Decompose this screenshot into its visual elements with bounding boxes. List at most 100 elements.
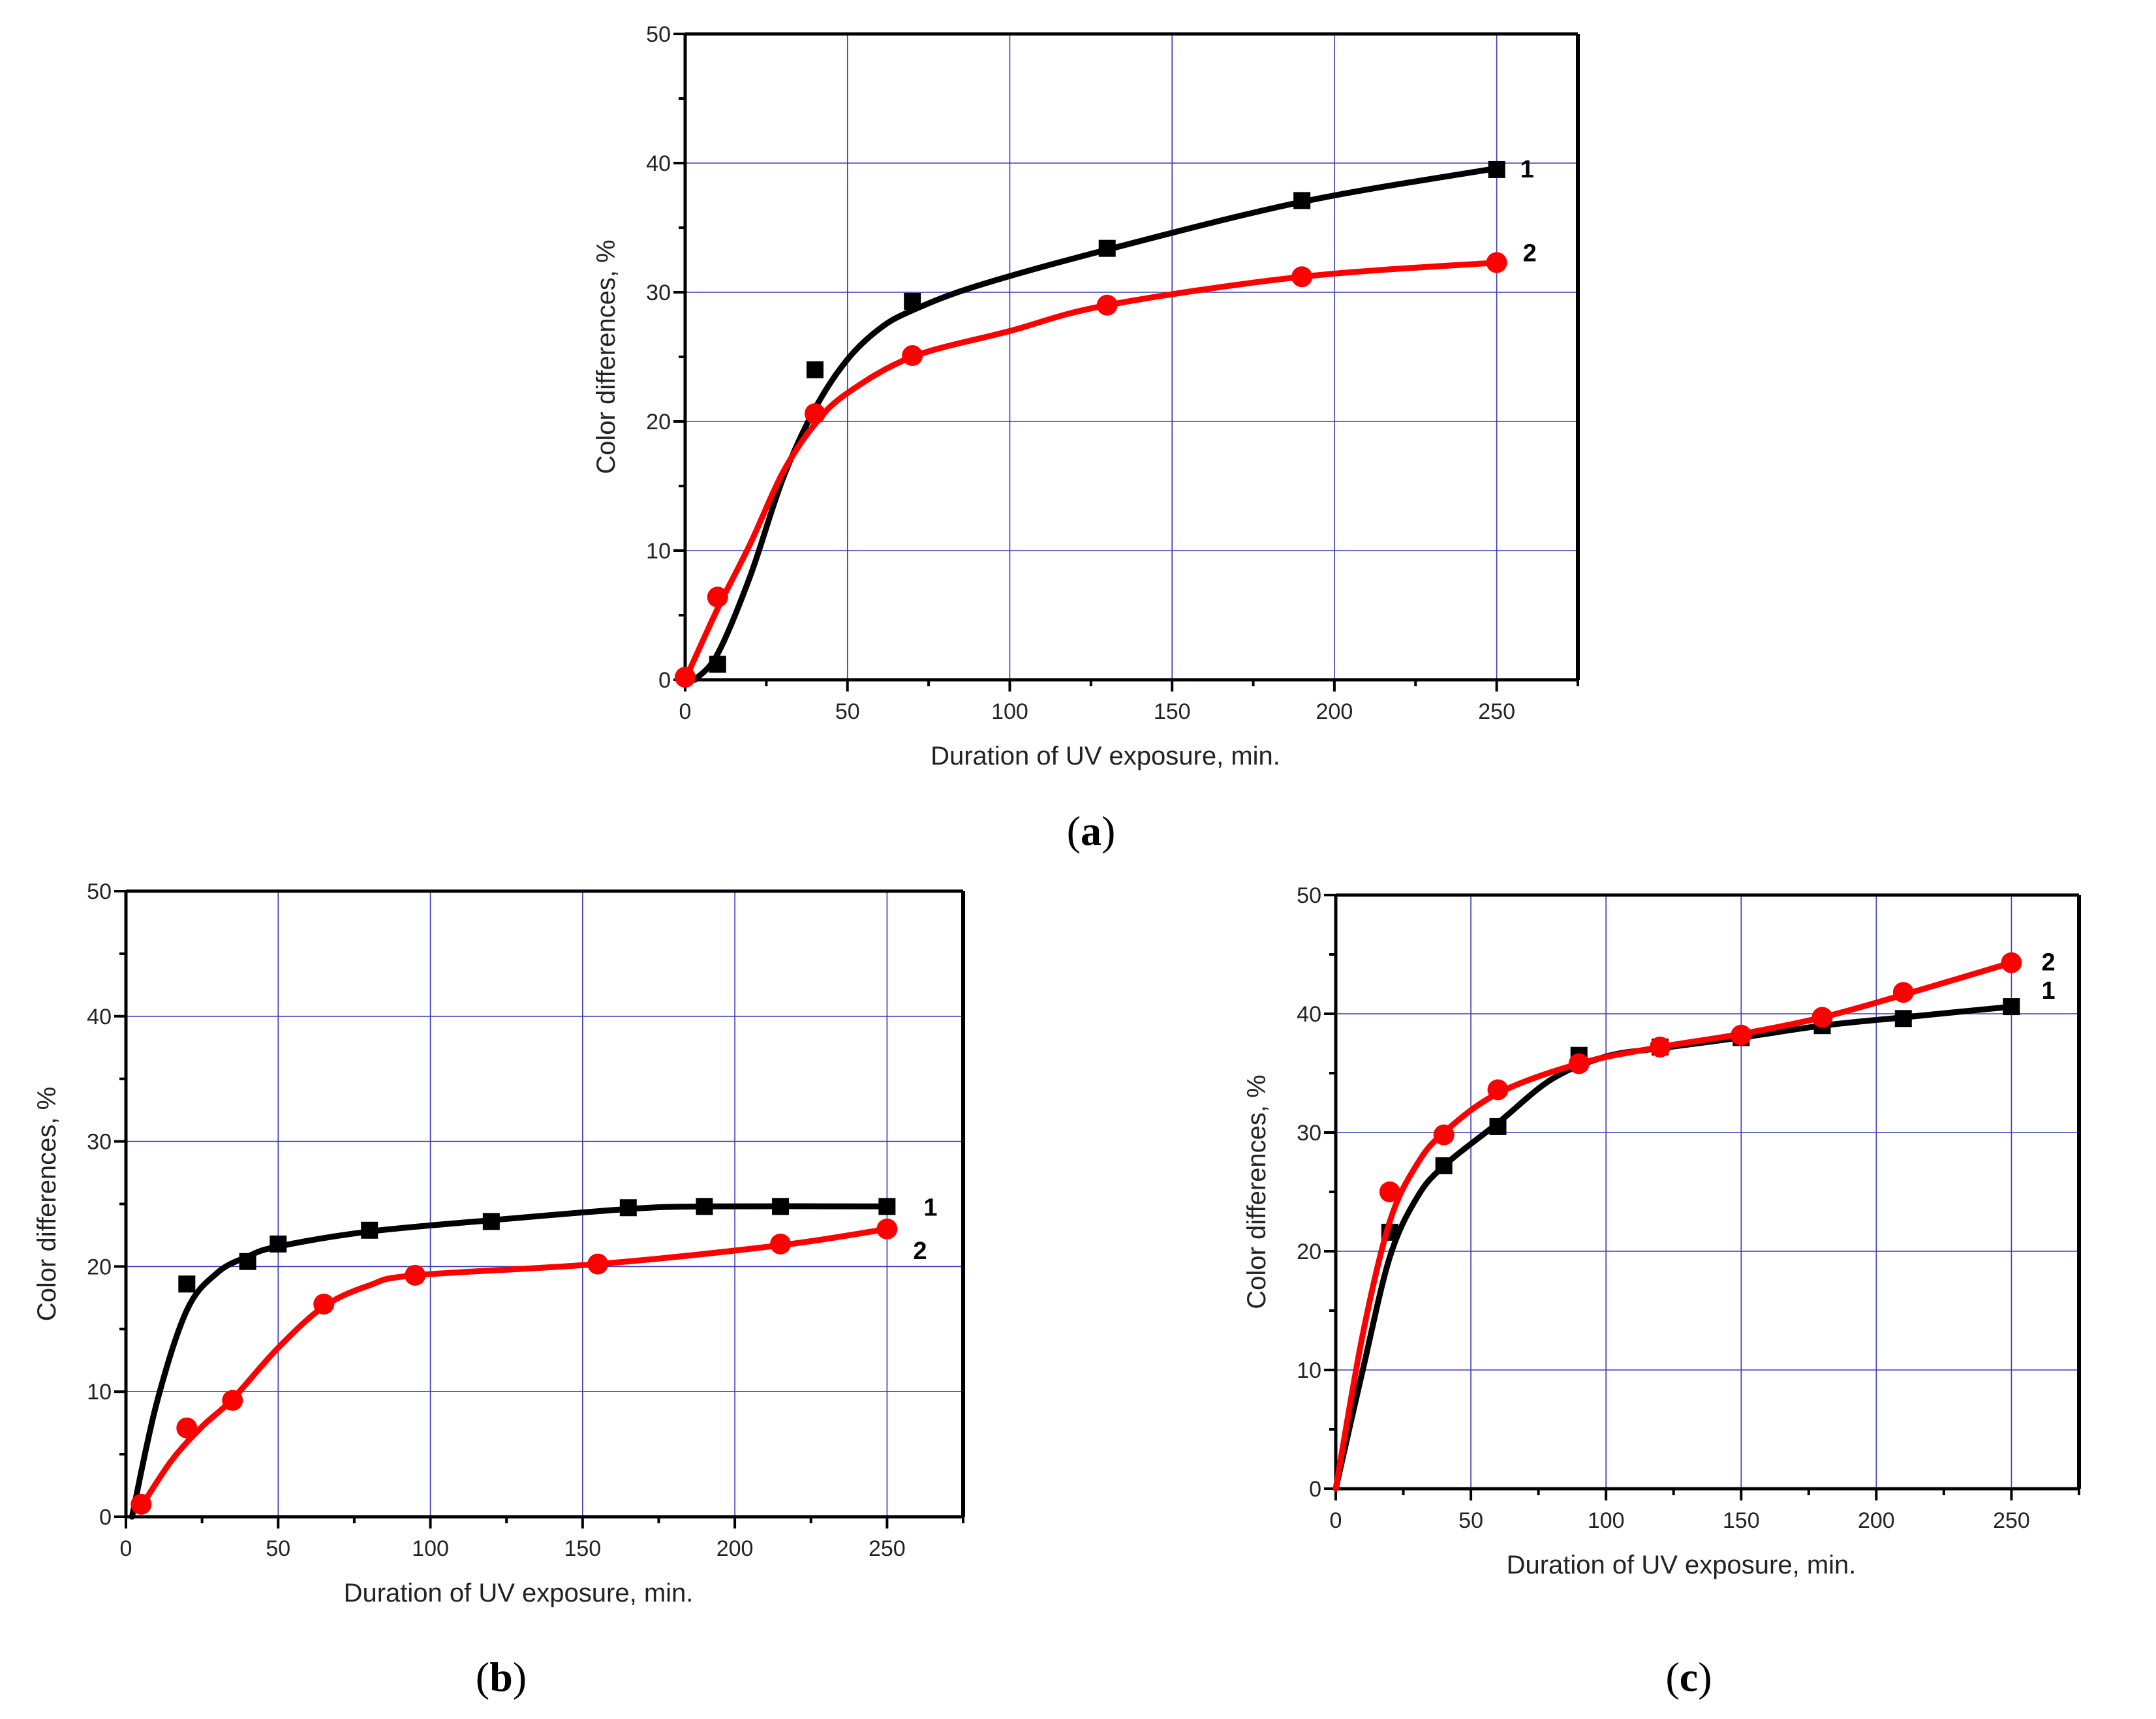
series-1-point [1488, 160, 1505, 178]
y-tick-label: 40 [1297, 1002, 1321, 1027]
x-tick-label: 150 [1154, 699, 1191, 724]
y-tick-label: 0 [1309, 1477, 1321, 1502]
series-2-fit-line [1332, 960, 2014, 1492]
chart-panel-b: 0 50 100 150 200 250 0 10 20 30 40 50 Duration of UV… [33, 879, 965, 1700]
x-tick-label: 0 [120, 1536, 132, 1561]
panel-label-letter: c [1680, 1654, 1698, 1700]
x-axis-label: Duration of UV exposure, min. [344, 1579, 694, 1607]
series-1-point [1489, 1118, 1507, 1135]
series-2-point [222, 1390, 243, 1411]
series-1-point [270, 1235, 287, 1253]
series-2-point [675, 667, 696, 688]
y-tick-label: 20 [646, 410, 671, 434]
series-1-point [2003, 998, 2020, 1016]
x-tick-label: 250 [869, 1536, 906, 1561]
series-2-point [1379, 1181, 1400, 1202]
series-1-point [239, 1253, 256, 1270]
series-1-point [772, 1198, 790, 1215]
series-2-point [587, 1253, 609, 1275]
series-1-label: 1 [923, 1194, 937, 1221]
series-2-point [1487, 1079, 1509, 1101]
series-2-point [1811, 1007, 1833, 1028]
x-tick-label: 0 [1330, 1508, 1342, 1533]
panel-label: (c) [1665, 1654, 1712, 1700]
series-1-point [696, 1198, 713, 1215]
series-2-label: 2 [1523, 239, 1537, 267]
y-tick-label: 50 [646, 22, 671, 47]
x-tick-label: 200 [1316, 699, 1353, 724]
series-2-point [1096, 294, 1118, 316]
y-tick-label: 20 [1297, 1240, 1321, 1264]
x-tick-label: 50 [266, 1536, 290, 1561]
panel-label-close-paren: ) [1698, 1654, 1712, 1700]
series-2-point [804, 403, 825, 425]
series-2-point [405, 1264, 426, 1286]
series-1-label: 1 [2041, 977, 2055, 1005]
chart-panel-c: 0 50 100 150 200 250 0 10 20 30 40 50 Duration of UV… [1242, 883, 2081, 1700]
series-2-label: 2 [913, 1238, 927, 1265]
series-1-point [806, 361, 824, 378]
x-tick-label: 200 [716, 1536, 754, 1561]
series-2-point [1486, 252, 1507, 273]
chart-panel-a: 0 50 100 150 200 250 0 10 20 30 40 50 Duration of UV… [592, 22, 1580, 854]
series-1-fit-line [692, 165, 1500, 683]
series-2-point [902, 345, 923, 367]
panel-label-open-paren: ( [1067, 808, 1081, 854]
series-1-point [178, 1275, 196, 1293]
series-2-point [707, 586, 728, 608]
series-1-fit-line [129, 1203, 890, 1520]
series-1-point [482, 1213, 500, 1230]
x-tick-label: 100 [412, 1536, 449, 1561]
series-2-point [313, 1293, 335, 1315]
y-tick-label: 30 [646, 281, 671, 305]
y-tick-label: 0 [99, 1505, 112, 1530]
y-tick-label: 10 [646, 539, 671, 564]
series-2-point [1650, 1036, 1671, 1057]
panel-label: (a) [1067, 808, 1116, 854]
y-tick-label: 20 [87, 1255, 112, 1279]
series-2-point [1568, 1053, 1590, 1074]
y-tick-label: 30 [1297, 1121, 1321, 1146]
x-axis-label: Duration of UV exposure, min. [1507, 1551, 1856, 1579]
series-1-point [1098, 239, 1116, 257]
series-2-point [1433, 1124, 1455, 1146]
y-tick-label: 50 [1297, 883, 1321, 908]
x-axis-label: Duration of UV exposure, min. [931, 742, 1280, 770]
series-2-point [176, 1417, 198, 1438]
panel-label-close-paren: ) [1101, 808, 1115, 854]
series-1-point [904, 292, 921, 310]
series-1-point [619, 1199, 637, 1217]
x-tick-label: 150 [564, 1536, 601, 1561]
y-tick-label: 50 [87, 879, 112, 904]
x-tick-label: 250 [1478, 699, 1515, 724]
x-tick-label: 250 [1993, 1508, 2030, 1533]
series-2-fit-line [682, 260, 1500, 683]
series-1-fit-line [1332, 1003, 2014, 1492]
panel-label: (b) [476, 1654, 527, 1700]
series-2-point [2001, 952, 2022, 973]
x-tick-label: 50 [1458, 1508, 1483, 1533]
y-tick-label: 10 [87, 1380, 112, 1405]
y-axis-label: Color differences, % [1242, 1074, 1271, 1309]
x-tick-label: 200 [1858, 1508, 1895, 1533]
series-2-point [131, 1493, 152, 1515]
y-tick-label: 40 [646, 151, 671, 176]
series-1-point [361, 1221, 378, 1239]
series-2-fit-line [138, 1226, 890, 1510]
panel-label-letter: b [489, 1654, 513, 1700]
y-tick-label: 40 [87, 1005, 112, 1029]
series-2-point [876, 1218, 898, 1240]
y-tick-label: 10 [1297, 1358, 1321, 1383]
series-1-point [1435, 1157, 1453, 1174]
series-2-point [770, 1233, 792, 1255]
x-tick-label: 100 [1588, 1508, 1625, 1533]
series-2-label: 2 [2041, 949, 2055, 977]
x-tick-label: 150 [1723, 1508, 1760, 1533]
y-tick-label: 30 [87, 1130, 112, 1155]
x-tick-label: 100 [991, 699, 1028, 724]
series-1-point [878, 1198, 896, 1215]
panel-label-close-paren: ) [513, 1654, 527, 1700]
series-2-point [1892, 982, 1914, 1003]
y-tick-label: 0 [658, 668, 671, 693]
